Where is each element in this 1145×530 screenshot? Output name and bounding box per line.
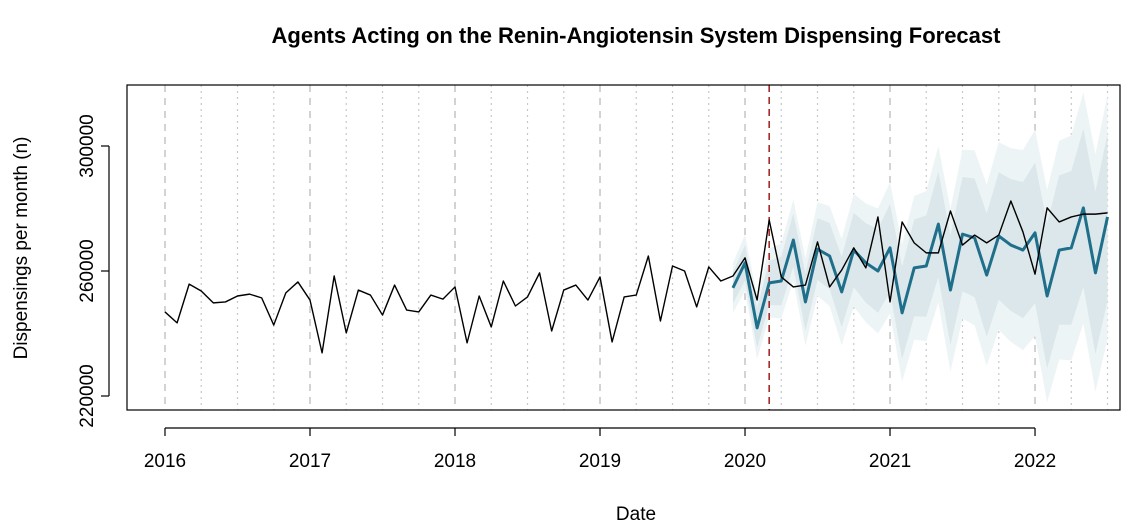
x-tick-label: 2020 xyxy=(724,451,766,472)
x-axis-label: Date xyxy=(616,504,656,525)
x-tick-label: 2019 xyxy=(579,451,621,472)
y-tick-label: 300000 xyxy=(77,114,98,177)
x-tick-label: 2017 xyxy=(289,451,331,472)
y-tick-label: 220000 xyxy=(77,364,98,427)
chart-title: Agents Acting on the Renin-Angiotensin S… xyxy=(272,23,1002,48)
x-tick-label: 2018 xyxy=(434,451,476,472)
x-tick-label: 2021 xyxy=(869,451,911,472)
plot-frame xyxy=(126,84,1121,411)
x-tick-label: 2016 xyxy=(144,451,186,472)
y-axis-label: Dispensings per month (n) xyxy=(11,137,32,360)
x-tick-label: 2022 xyxy=(1014,451,1056,472)
series-line xyxy=(731,206,1109,330)
series-line xyxy=(164,200,1108,354)
y-tick-label: 260000 xyxy=(77,239,98,302)
